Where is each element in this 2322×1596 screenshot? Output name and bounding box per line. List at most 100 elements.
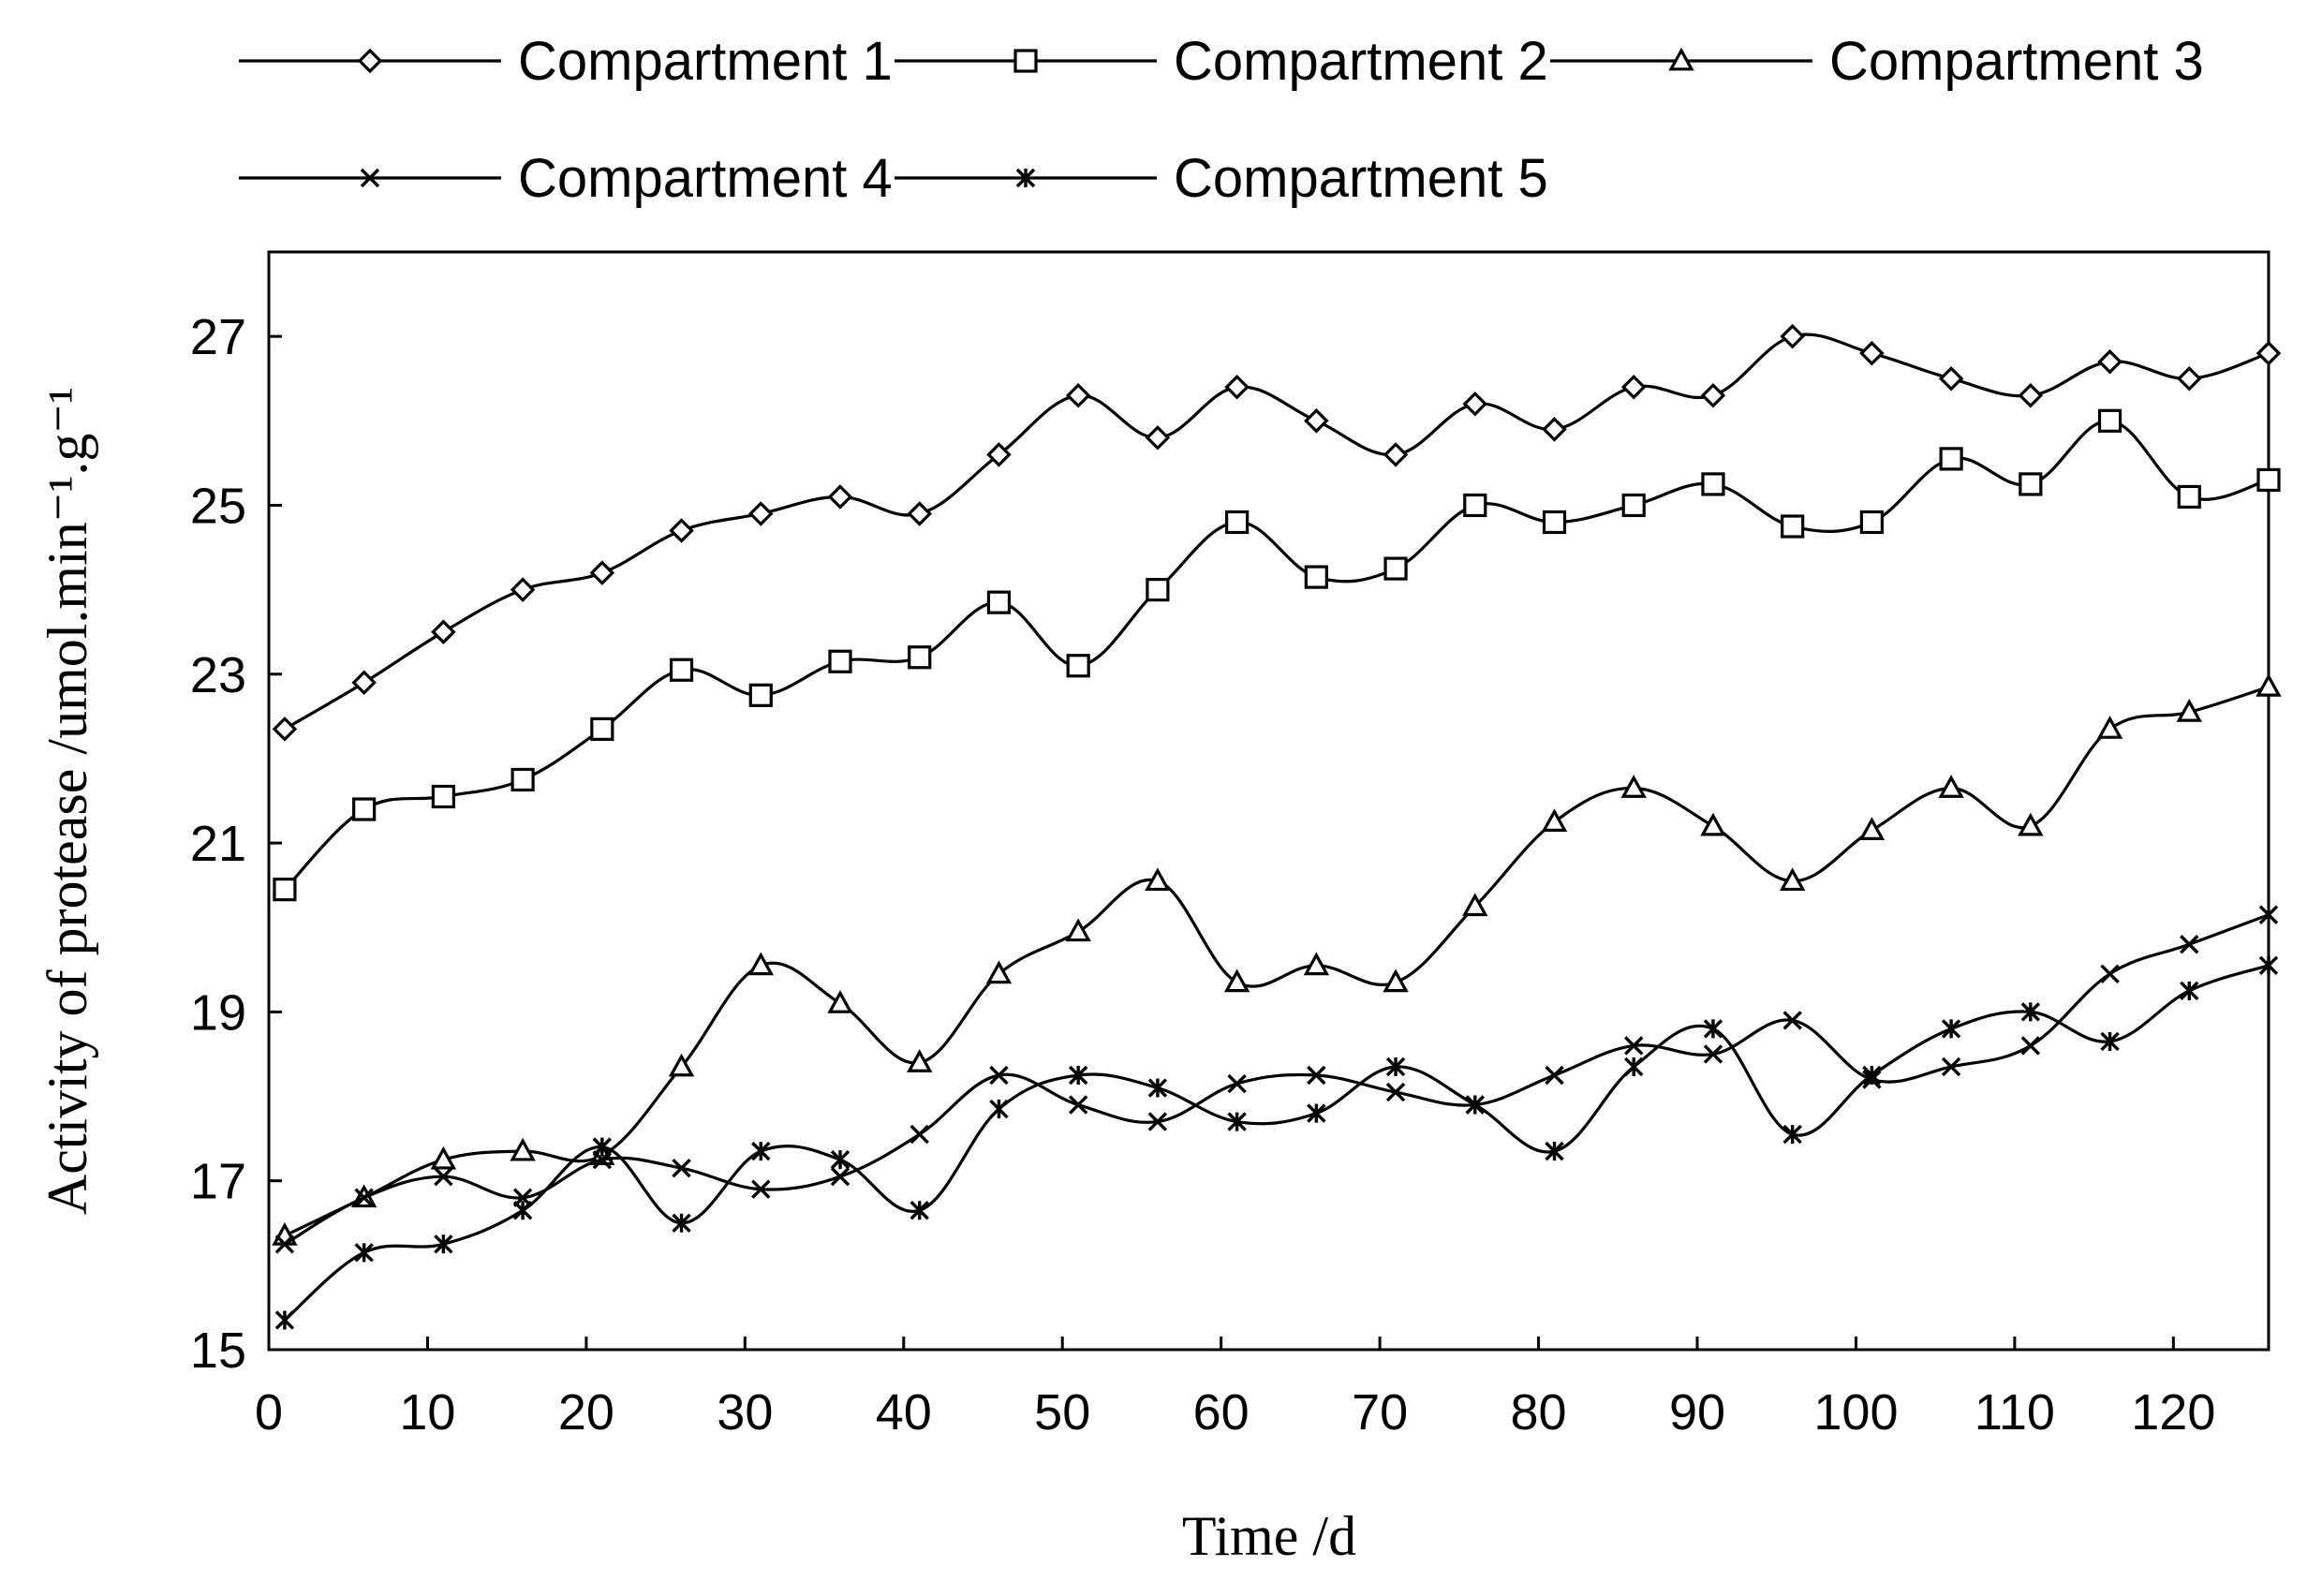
plot-frame bbox=[267, 250, 2270, 1352]
legend-item: Compartment 5 bbox=[895, 148, 1548, 209]
x-tick-label: 70 bbox=[1352, 1384, 1408, 1441]
data-point bbox=[274, 1234, 295, 1254]
data-point bbox=[1385, 1082, 1406, 1102]
data-point bbox=[1145, 425, 1171, 451]
data-point bbox=[1939, 447, 1963, 471]
data-point bbox=[1859, 340, 1885, 366]
x-tick-label: 20 bbox=[558, 1384, 614, 1441]
data-point bbox=[431, 619, 456, 644]
series-line bbox=[284, 913, 2270, 1246]
legend-item: Compartment 1 bbox=[239, 31, 893, 92]
data-point bbox=[2018, 382, 2044, 408]
legend-item: Compartment 2 bbox=[895, 31, 1548, 92]
series-line bbox=[284, 332, 2270, 731]
data-point bbox=[1858, 817, 1886, 840]
data-point bbox=[431, 784, 455, 809]
data-point bbox=[273, 878, 297, 902]
data-point bbox=[2177, 365, 2202, 392]
data-point bbox=[1065, 918, 1091, 942]
series-5 bbox=[274, 955, 2279, 1330]
data-point bbox=[1781, 514, 1805, 539]
data-point bbox=[2176, 699, 2202, 722]
legend-marker bbox=[1668, 47, 1694, 71]
data-point bbox=[1938, 775, 1964, 798]
data-point bbox=[1383, 968, 1409, 993]
y-tick-label: 19 bbox=[190, 984, 246, 1041]
y-axis: 15 17 19 21 23 25 27 bbox=[190, 309, 282, 1379]
data-point bbox=[1703, 1044, 1723, 1064]
data-point bbox=[910, 1124, 929, 1145]
x-tick-label: 50 bbox=[1034, 1384, 1090, 1441]
x-tick-label: 60 bbox=[1193, 1384, 1250, 1441]
data-point bbox=[1941, 1057, 1961, 1077]
plot-area bbox=[267, 250, 2270, 1352]
data-point bbox=[1307, 1065, 1326, 1086]
data-point bbox=[1779, 867, 1806, 892]
legend-label: Compartment 4 bbox=[518, 148, 893, 209]
data-point bbox=[830, 1149, 850, 1170]
data-point bbox=[989, 1065, 1009, 1086]
data-point bbox=[1545, 1141, 1564, 1161]
y-tick-label: 25 bbox=[190, 478, 246, 534]
series-3 bbox=[272, 672, 2282, 1246]
series-line bbox=[284, 685, 2270, 1237]
data-point bbox=[589, 560, 615, 585]
data-point bbox=[1147, 1112, 1168, 1131]
data-point bbox=[2177, 484, 2201, 510]
data-point bbox=[1146, 578, 1170, 602]
data-point bbox=[592, 1137, 613, 1157]
data-point bbox=[668, 1053, 695, 1077]
data-point bbox=[828, 649, 852, 673]
x-tick-label: 90 bbox=[1669, 1384, 1725, 1441]
x-tick-label: 0 bbox=[255, 1384, 283, 1441]
data-point bbox=[907, 1049, 933, 1072]
series-4 bbox=[274, 905, 2279, 1254]
legend-label: Compartment 1 bbox=[518, 31, 893, 92]
data-point bbox=[2020, 1036, 2041, 1056]
data-point bbox=[830, 1166, 850, 1187]
data-point bbox=[1938, 365, 1964, 392]
data-point bbox=[908, 645, 932, 670]
data-point bbox=[748, 683, 773, 707]
series-2 bbox=[273, 408, 2281, 902]
series-layer bbox=[272, 323, 2282, 1330]
data-point bbox=[1462, 392, 1488, 417]
data-point bbox=[1782, 1011, 1802, 1030]
data-point bbox=[434, 1234, 453, 1254]
data-point bbox=[352, 797, 377, 821]
data-point bbox=[1700, 382, 1726, 408]
data-point bbox=[1066, 654, 1090, 678]
data-point bbox=[1541, 808, 1568, 832]
data-point bbox=[751, 1141, 771, 1161]
y-tick-label: 27 bbox=[190, 309, 246, 365]
data-point bbox=[2020, 1002, 2041, 1022]
data-point bbox=[907, 501, 932, 526]
series-1 bbox=[272, 323, 2282, 742]
data-point bbox=[2097, 408, 2122, 433]
data-point bbox=[1225, 510, 1250, 535]
x-tick-label: 10 bbox=[399, 1384, 455, 1441]
series-line bbox=[283, 964, 2270, 1322]
legend-item: Compartment 3 bbox=[1550, 31, 2204, 92]
data-point bbox=[434, 1166, 453, 1187]
data-point bbox=[1542, 417, 1567, 442]
data-point bbox=[1227, 1112, 1247, 1131]
data-point bbox=[1621, 493, 1646, 518]
data-point bbox=[1620, 374, 1647, 400]
x-tick-label: 100 bbox=[1813, 1384, 1898, 1441]
data-point bbox=[751, 1179, 771, 1199]
data-point bbox=[2255, 672, 2282, 697]
x-axis: 0 10 20 30 40 50 60 70 80 90 100 110 120 bbox=[255, 1337, 2215, 1441]
y-tick-label: 15 bbox=[190, 1323, 246, 1379]
data-point bbox=[1859, 510, 1884, 535]
y-axis-title: Activity of protease /umol.min⁻¹.g⁻¹ bbox=[37, 387, 98, 1215]
series-line bbox=[283, 419, 2270, 891]
legend-marker bbox=[357, 48, 383, 74]
data-point bbox=[1545, 1065, 1564, 1086]
y-tick-label: 17 bbox=[190, 1154, 246, 1210]
legend-label: Compartment 3 bbox=[1829, 31, 2204, 92]
data-point bbox=[747, 952, 774, 976]
data-point bbox=[2258, 955, 2279, 976]
data-point bbox=[274, 1310, 295, 1330]
data-point bbox=[1307, 1103, 1326, 1123]
